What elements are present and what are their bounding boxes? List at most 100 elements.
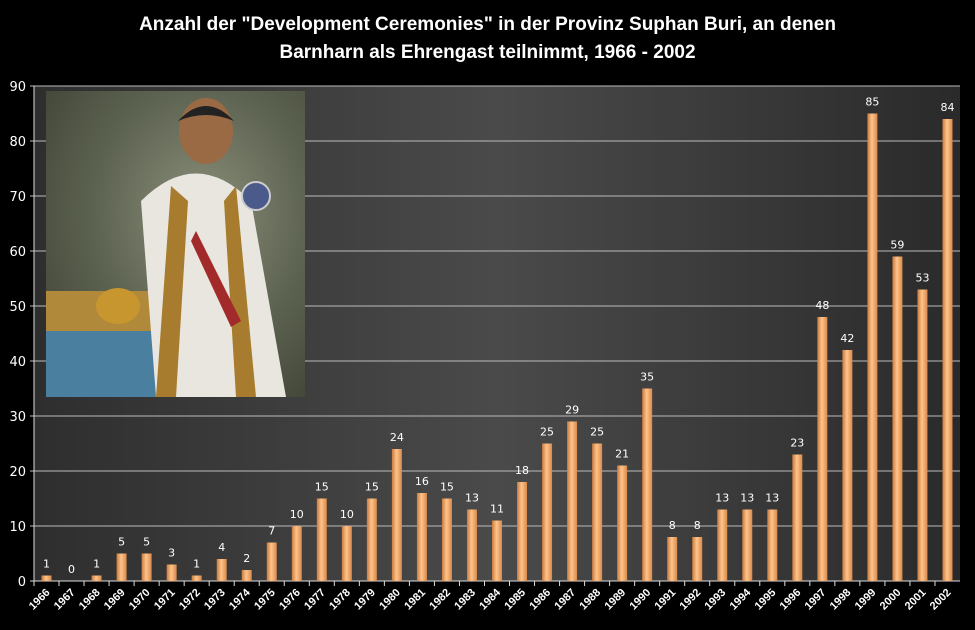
x-tick-label-2001: 2001 <box>903 587 929 613</box>
bar-1985 <box>517 482 528 581</box>
data-label-1972: 1 <box>193 558 200 571</box>
x-tick-label-1995: 1995 <box>753 587 779 613</box>
x-tick-label-1971: 1971 <box>152 587 178 613</box>
y-tick-label: 20 <box>9 465 26 480</box>
bar-1990 <box>642 388 653 581</box>
bar-1980 <box>391 449 402 581</box>
x-tick-label-1988: 1988 <box>577 587 603 613</box>
data-label-2001: 53 <box>915 272 929 285</box>
data-label-1981: 16 <box>415 475 429 488</box>
bar-1997 <box>817 317 828 581</box>
chart-title-line1: Anzahl der "Development Ceremonies" in d… <box>139 14 836 35</box>
data-label-1985: 18 <box>515 464 529 477</box>
y-tick-label: 0 <box>18 575 26 590</box>
y-tick-label: 80 <box>9 135 26 150</box>
data-label-1973: 4 <box>218 541 225 554</box>
x-tick-label-1979: 1979 <box>352 587 378 613</box>
bar-1966 <box>41 575 52 581</box>
bar-1972 <box>191 575 202 581</box>
x-tick-label-1985: 1985 <box>502 587 528 613</box>
data-label-1974: 2 <box>243 552 250 565</box>
bar-1978 <box>341 526 352 581</box>
x-tick-label-1997: 1997 <box>803 587 829 613</box>
y-tick-label: 40 <box>9 355 26 370</box>
bar-1974 <box>241 570 252 581</box>
data-label-1969: 5 <box>118 536 125 549</box>
x-tick-label-1981: 1981 <box>402 587 428 613</box>
x-tick-label-1973: 1973 <box>202 587 228 613</box>
y-tick-label: 30 <box>9 410 26 425</box>
data-label-1991: 8 <box>669 519 676 532</box>
data-label-1988: 25 <box>590 426 604 439</box>
x-tick-label-1987: 1987 <box>552 587 578 613</box>
data-label-1983: 13 <box>465 492 479 505</box>
data-label-1978: 10 <box>340 508 354 521</box>
bar-1969 <box>116 553 127 581</box>
data-label-1975: 7 <box>268 525 275 538</box>
y-tick-label: 90 <box>9 80 26 95</box>
x-tick-label-1999: 1999 <box>853 587 879 613</box>
x-tick-label-1976: 1976 <box>277 587 303 613</box>
x-tick-label-1982: 1982 <box>427 587 453 613</box>
x-tick-label-1986: 1986 <box>527 587 553 613</box>
x-tick-label-1991: 1991 <box>653 587 679 613</box>
bar-1993 <box>717 509 728 581</box>
x-tick-label-1966: 1966 <box>27 587 53 613</box>
bar-2000 <box>892 256 903 581</box>
bar-1991 <box>667 537 678 581</box>
data-label-1977: 15 <box>315 481 329 494</box>
x-tick-label-1990: 1990 <box>627 587 653 613</box>
y-tick-label: 50 <box>9 300 26 315</box>
bar-1983 <box>466 509 477 581</box>
bar-1970 <box>141 553 152 581</box>
data-label-1992: 8 <box>694 519 701 532</box>
y-tick-label: 60 <box>9 245 26 260</box>
data-label-1980: 24 <box>390 431 404 444</box>
bar-1986 <box>542 443 553 581</box>
data-label-1967: 0 <box>68 563 75 576</box>
x-tick-label-1980: 1980 <box>377 587 403 613</box>
x-tick-label-2002: 2002 <box>928 587 954 613</box>
data-label-1986: 25 <box>540 426 554 439</box>
data-label-1984: 11 <box>490 503 504 516</box>
x-tick-label-1969: 1969 <box>102 587 128 613</box>
x-tick-label-1977: 1977 <box>302 587 328 613</box>
bar-1994 <box>742 509 753 581</box>
bar-1982 <box>441 498 452 581</box>
x-tick-label-1989: 1989 <box>602 587 628 613</box>
data-label-2002: 84 <box>940 101 954 114</box>
x-tick-label-1975: 1975 <box>252 587 278 613</box>
bar-1995 <box>767 509 778 581</box>
bar-1987 <box>567 421 578 581</box>
bar-1968 <box>91 575 102 581</box>
y-tick-label: 10 <box>9 520 26 535</box>
bar-1971 <box>166 564 177 581</box>
x-tick-label-1968: 1968 <box>77 587 103 613</box>
data-label-1995: 13 <box>765 492 779 505</box>
data-label-1982: 15 <box>440 481 454 494</box>
data-label-1990: 35 <box>640 371 654 384</box>
x-tick-label-1992: 1992 <box>678 587 704 613</box>
y-tick-label: 70 <box>9 190 26 205</box>
data-label-1989: 21 <box>615 448 629 461</box>
data-label-1966: 1 <box>43 558 50 571</box>
x-tick-label-1967: 1967 <box>52 587 78 613</box>
data-label-1999: 85 <box>865 96 879 109</box>
x-tick-label-2000: 2000 <box>878 587 904 613</box>
bar-1977 <box>316 498 327 581</box>
bar-1992 <box>692 537 703 581</box>
x-tick-label-1993: 1993 <box>703 587 729 613</box>
x-tick-label-1972: 1972 <box>177 587 203 613</box>
bar-1976 <box>291 526 302 581</box>
bar-1984 <box>492 520 502 581</box>
bar-2002 <box>942 119 953 581</box>
data-label-1996: 23 <box>790 437 804 450</box>
bar-2001 <box>917 289 928 581</box>
data-label-1968: 1 <box>93 558 100 571</box>
bar-1975 <box>266 542 277 581</box>
data-label-1976: 10 <box>290 508 304 521</box>
bar-1981 <box>416 493 427 581</box>
data-label-1998: 42 <box>840 332 854 345</box>
x-tick-label-1984: 1984 <box>477 586 503 612</box>
